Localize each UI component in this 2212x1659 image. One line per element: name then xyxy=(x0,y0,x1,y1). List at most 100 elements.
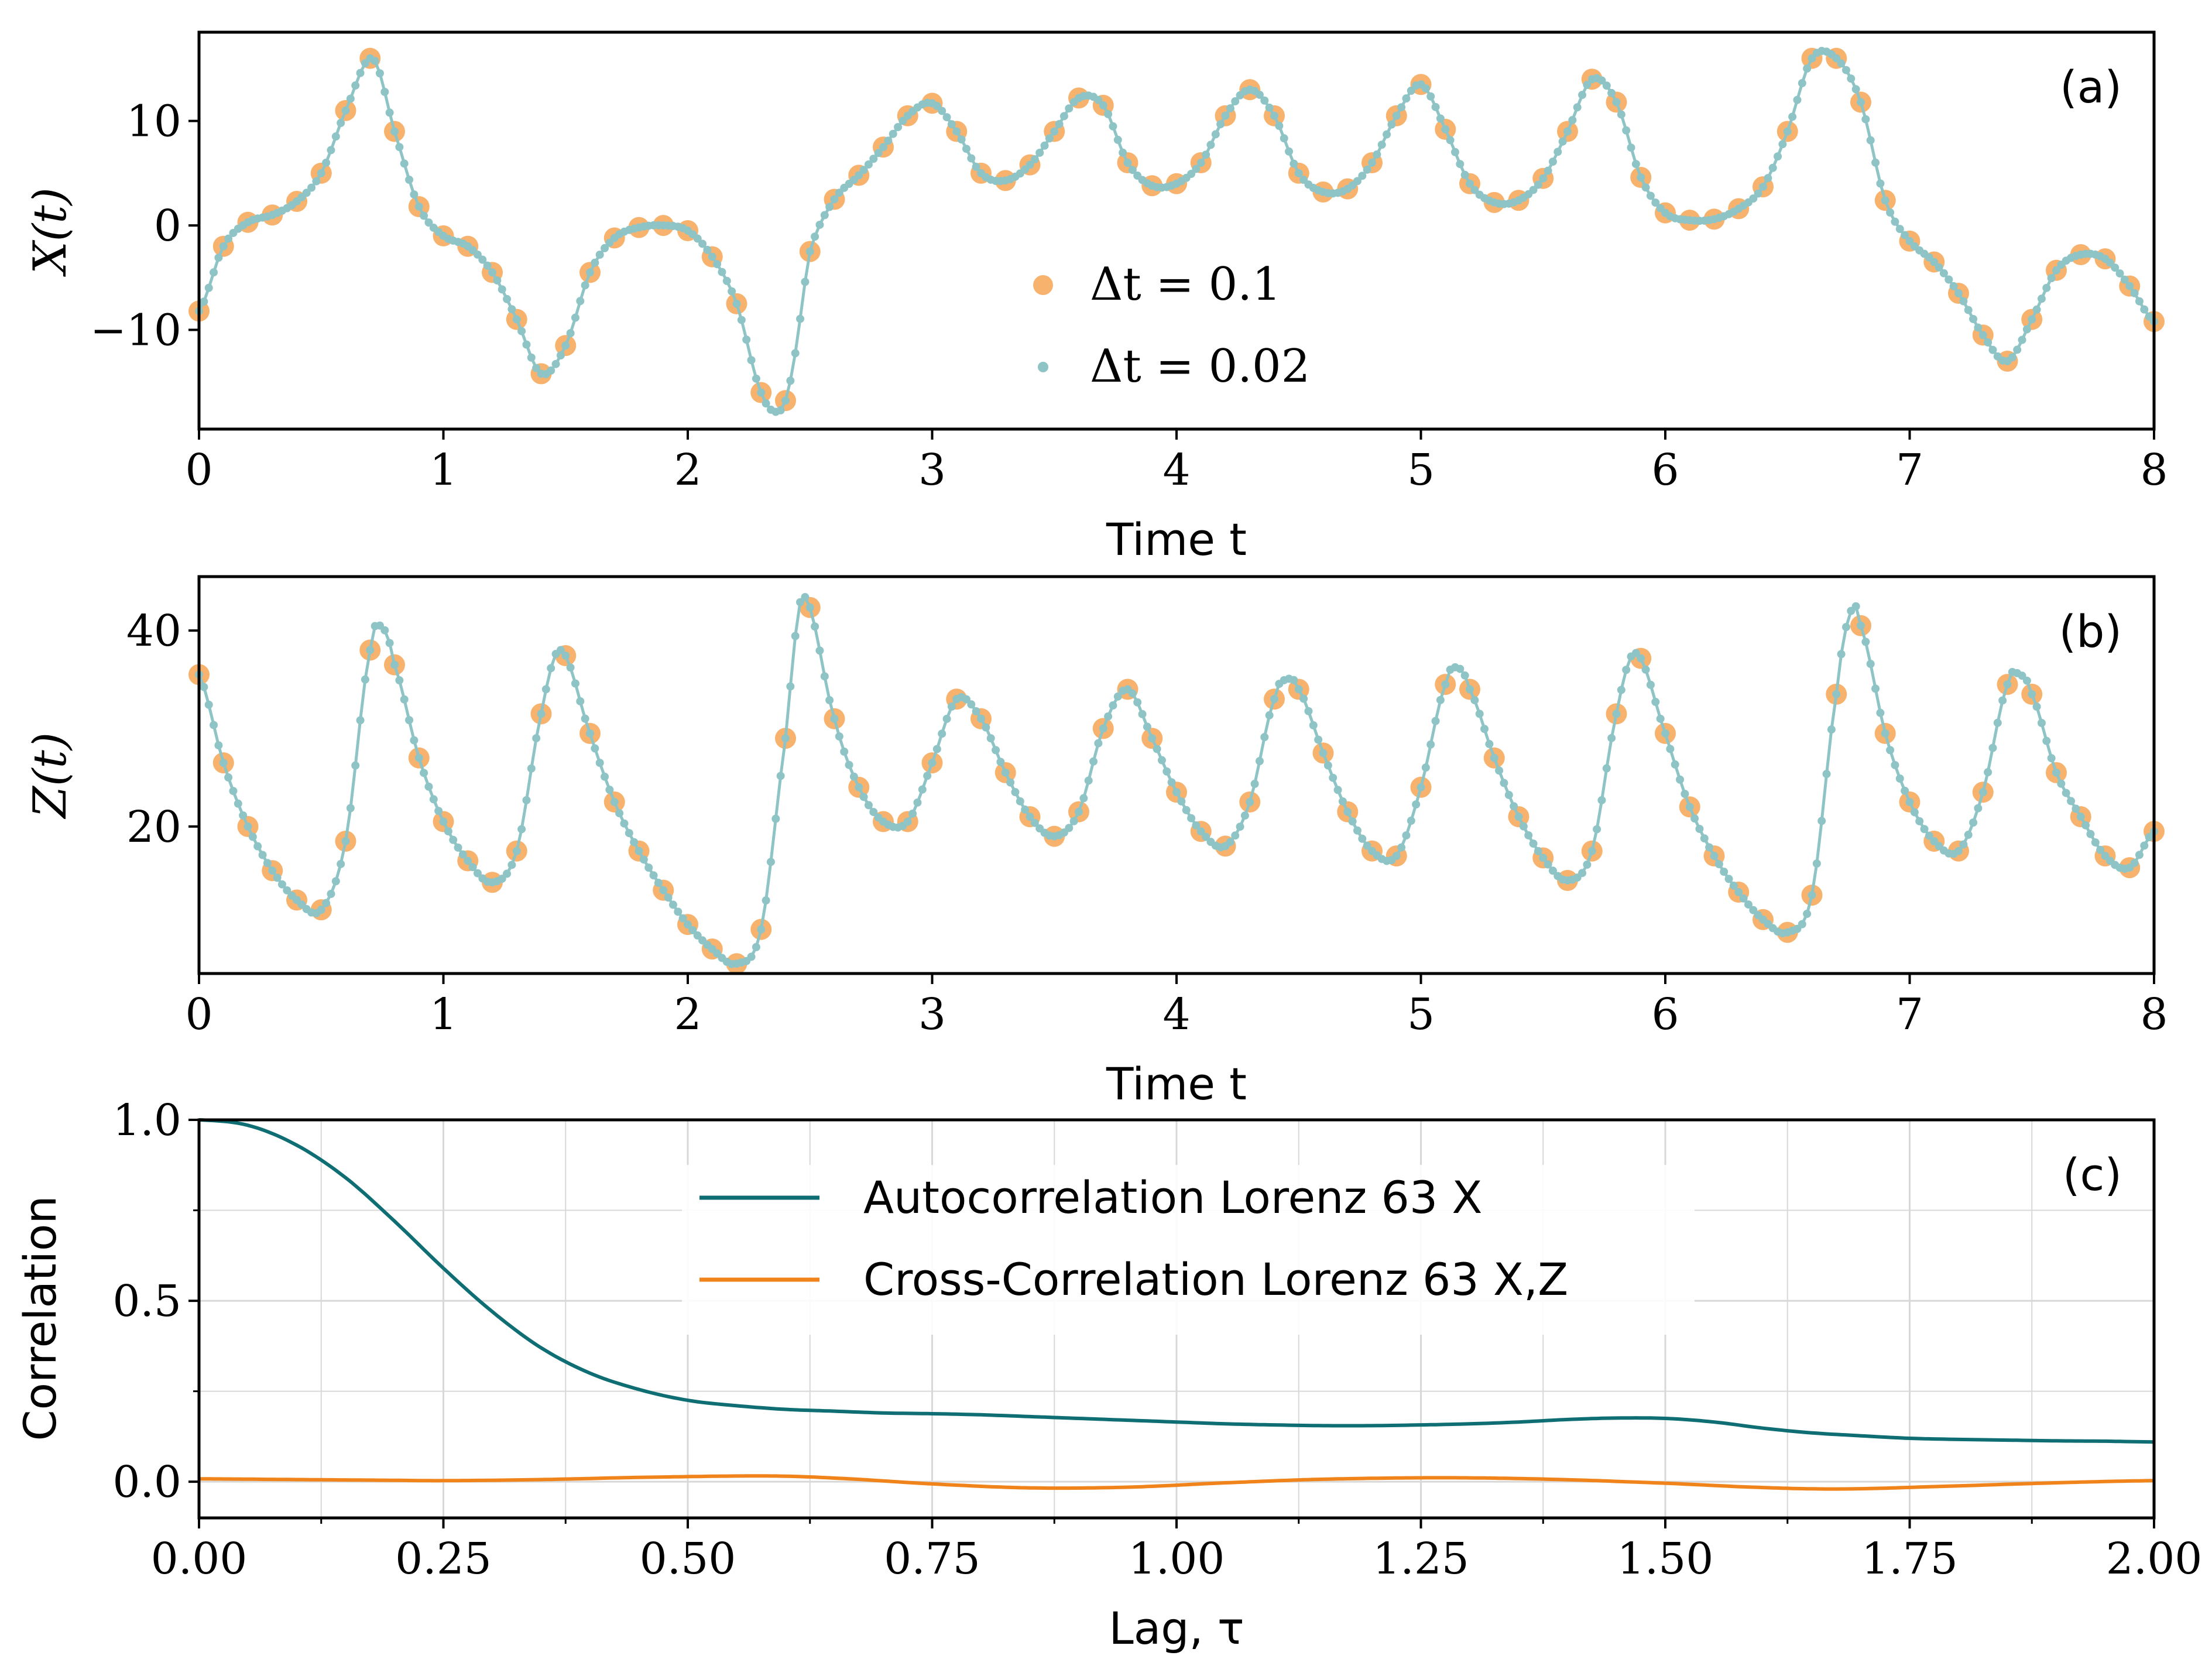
fine-sample-point xyxy=(2052,266,2060,275)
fine-sample-point xyxy=(1734,888,1743,897)
fine-sample-point xyxy=(2013,345,2022,354)
fine-sample-point xyxy=(718,268,726,276)
fine-sample-point xyxy=(1216,120,1225,129)
fine-sample-point xyxy=(1905,236,1914,245)
fine-sample-point xyxy=(556,351,565,360)
fine-sample-point xyxy=(1392,111,1401,120)
fine-sample-point xyxy=(219,759,228,767)
fine-sample-point xyxy=(1387,120,1396,129)
fine-sample-point xyxy=(420,769,428,777)
fine-sample-point xyxy=(1969,314,1978,323)
fine-sample-point xyxy=(1514,813,1523,821)
fine-sample-point xyxy=(380,87,389,96)
fine-sample-point xyxy=(234,799,242,808)
fine-sample-point xyxy=(1832,690,1841,698)
fine-sample-point xyxy=(1759,183,1767,191)
fine-sample-point xyxy=(923,772,932,780)
fine-sample-point xyxy=(210,721,218,729)
fine-sample-point xyxy=(331,877,340,886)
fine-sample-point xyxy=(1094,739,1103,748)
fine-sample-point xyxy=(1690,814,1699,823)
fine-sample-point xyxy=(1495,766,1504,775)
x-tick-label: 2.00 xyxy=(2106,1534,2203,1584)
fine-sample-point xyxy=(2130,289,2139,297)
fine-sample-point xyxy=(2096,845,2105,854)
fine-sample-point xyxy=(351,81,360,90)
fine-sample-point xyxy=(1094,95,1103,104)
fine-sample-point xyxy=(1011,788,1020,797)
fine-sample-point xyxy=(2120,275,2129,284)
panel-b-xlabel: Time t xyxy=(1106,1058,1247,1110)
fine-sample-point xyxy=(1109,701,1117,710)
legend-crosscorr-label: Cross-Correlation Lorenz 63 X,Z xyxy=(863,1253,1568,1305)
fine-sample-point xyxy=(1671,760,1679,769)
fine-sample-point xyxy=(478,255,487,264)
fine-sample-point xyxy=(375,69,384,78)
fine-sample-point xyxy=(1959,840,1968,849)
fine-sample-point xyxy=(341,106,350,115)
fine-sample-point xyxy=(1954,289,1963,298)
fine-sample-point xyxy=(1524,831,1533,839)
fine-sample-point xyxy=(532,734,541,743)
fine-sample-point xyxy=(488,268,496,277)
fine-sample-point xyxy=(820,211,829,220)
fine-sample-point xyxy=(1749,906,1758,914)
fine-sample-point xyxy=(1646,680,1655,689)
fine-sample-point xyxy=(752,374,760,383)
fine-sample-point xyxy=(830,714,839,723)
fine-sample-point xyxy=(2052,768,2060,777)
fine-sample-point xyxy=(1001,768,1010,777)
fine-sample-point xyxy=(1133,698,1142,707)
legend-coarse-label: Δt = 0.1 xyxy=(1090,258,1281,311)
fine-sample-point xyxy=(869,155,878,163)
fine-sample-point xyxy=(1109,122,1117,131)
fine-sample-point xyxy=(1568,116,1577,125)
fine-sample-point xyxy=(992,746,1000,755)
fine-sample-point xyxy=(1441,125,1450,133)
fine-sample-point xyxy=(972,162,980,171)
fine-sample-point xyxy=(849,772,858,781)
fine-sample-point xyxy=(928,759,937,767)
fine-sample-point xyxy=(1016,797,1024,805)
fine-sample-point xyxy=(517,825,526,834)
fine-sample-point xyxy=(527,353,536,362)
fine-sample-point xyxy=(1666,745,1675,753)
fine-sample-point xyxy=(1895,225,1904,234)
fine-sample-point xyxy=(214,741,223,750)
fine-sample-point xyxy=(2057,779,2066,788)
fine-sample-point xyxy=(547,664,555,673)
fine-sample-point xyxy=(1466,685,1474,694)
fine-sample-point xyxy=(1857,621,1865,630)
fine-sample-point xyxy=(277,880,286,889)
fine-sample-point xyxy=(1470,696,1479,705)
fine-sample-point xyxy=(204,283,213,292)
fine-sample-point xyxy=(1030,155,1039,164)
panel-c: 0.00 0.25 0.50 0.75 1.00 1.25 1.50 1.75 2.00 1.0 0… xyxy=(14,1095,2202,1654)
fine-sample-point xyxy=(1113,135,1122,144)
fine-sample-point xyxy=(1607,733,1616,742)
fine-sample-point xyxy=(1676,775,1685,784)
fine-sample-point xyxy=(1871,684,1880,693)
fine-sample-point xyxy=(615,809,624,818)
fine-sample-point xyxy=(1695,824,1704,833)
fine-sample-point xyxy=(1641,665,1650,674)
panel-c-ylabel: Correlation xyxy=(14,1195,66,1441)
fine-sample-point xyxy=(918,785,927,794)
fine-sample-point xyxy=(1260,733,1269,742)
fine-sample-point xyxy=(395,676,404,685)
fine-sample-point xyxy=(698,239,707,248)
fine-sample-point xyxy=(1558,137,1567,146)
fine-sample-point xyxy=(728,287,736,296)
fine-sample-point xyxy=(1128,689,1137,698)
fine-sample-point xyxy=(957,135,966,144)
fine-sample-point xyxy=(1138,709,1147,718)
fine-sample-point xyxy=(1373,150,1381,159)
fine-sample-point xyxy=(1383,130,1391,139)
fine-sample-point xyxy=(1881,729,1889,738)
x-tick-label: 1 xyxy=(430,989,457,1040)
fine-sample-point xyxy=(815,646,824,655)
fine-sample-point xyxy=(493,276,502,285)
fine-sample-point xyxy=(1182,805,1191,814)
fine-sample-point xyxy=(1192,821,1201,829)
fine-sample-point xyxy=(786,376,795,385)
